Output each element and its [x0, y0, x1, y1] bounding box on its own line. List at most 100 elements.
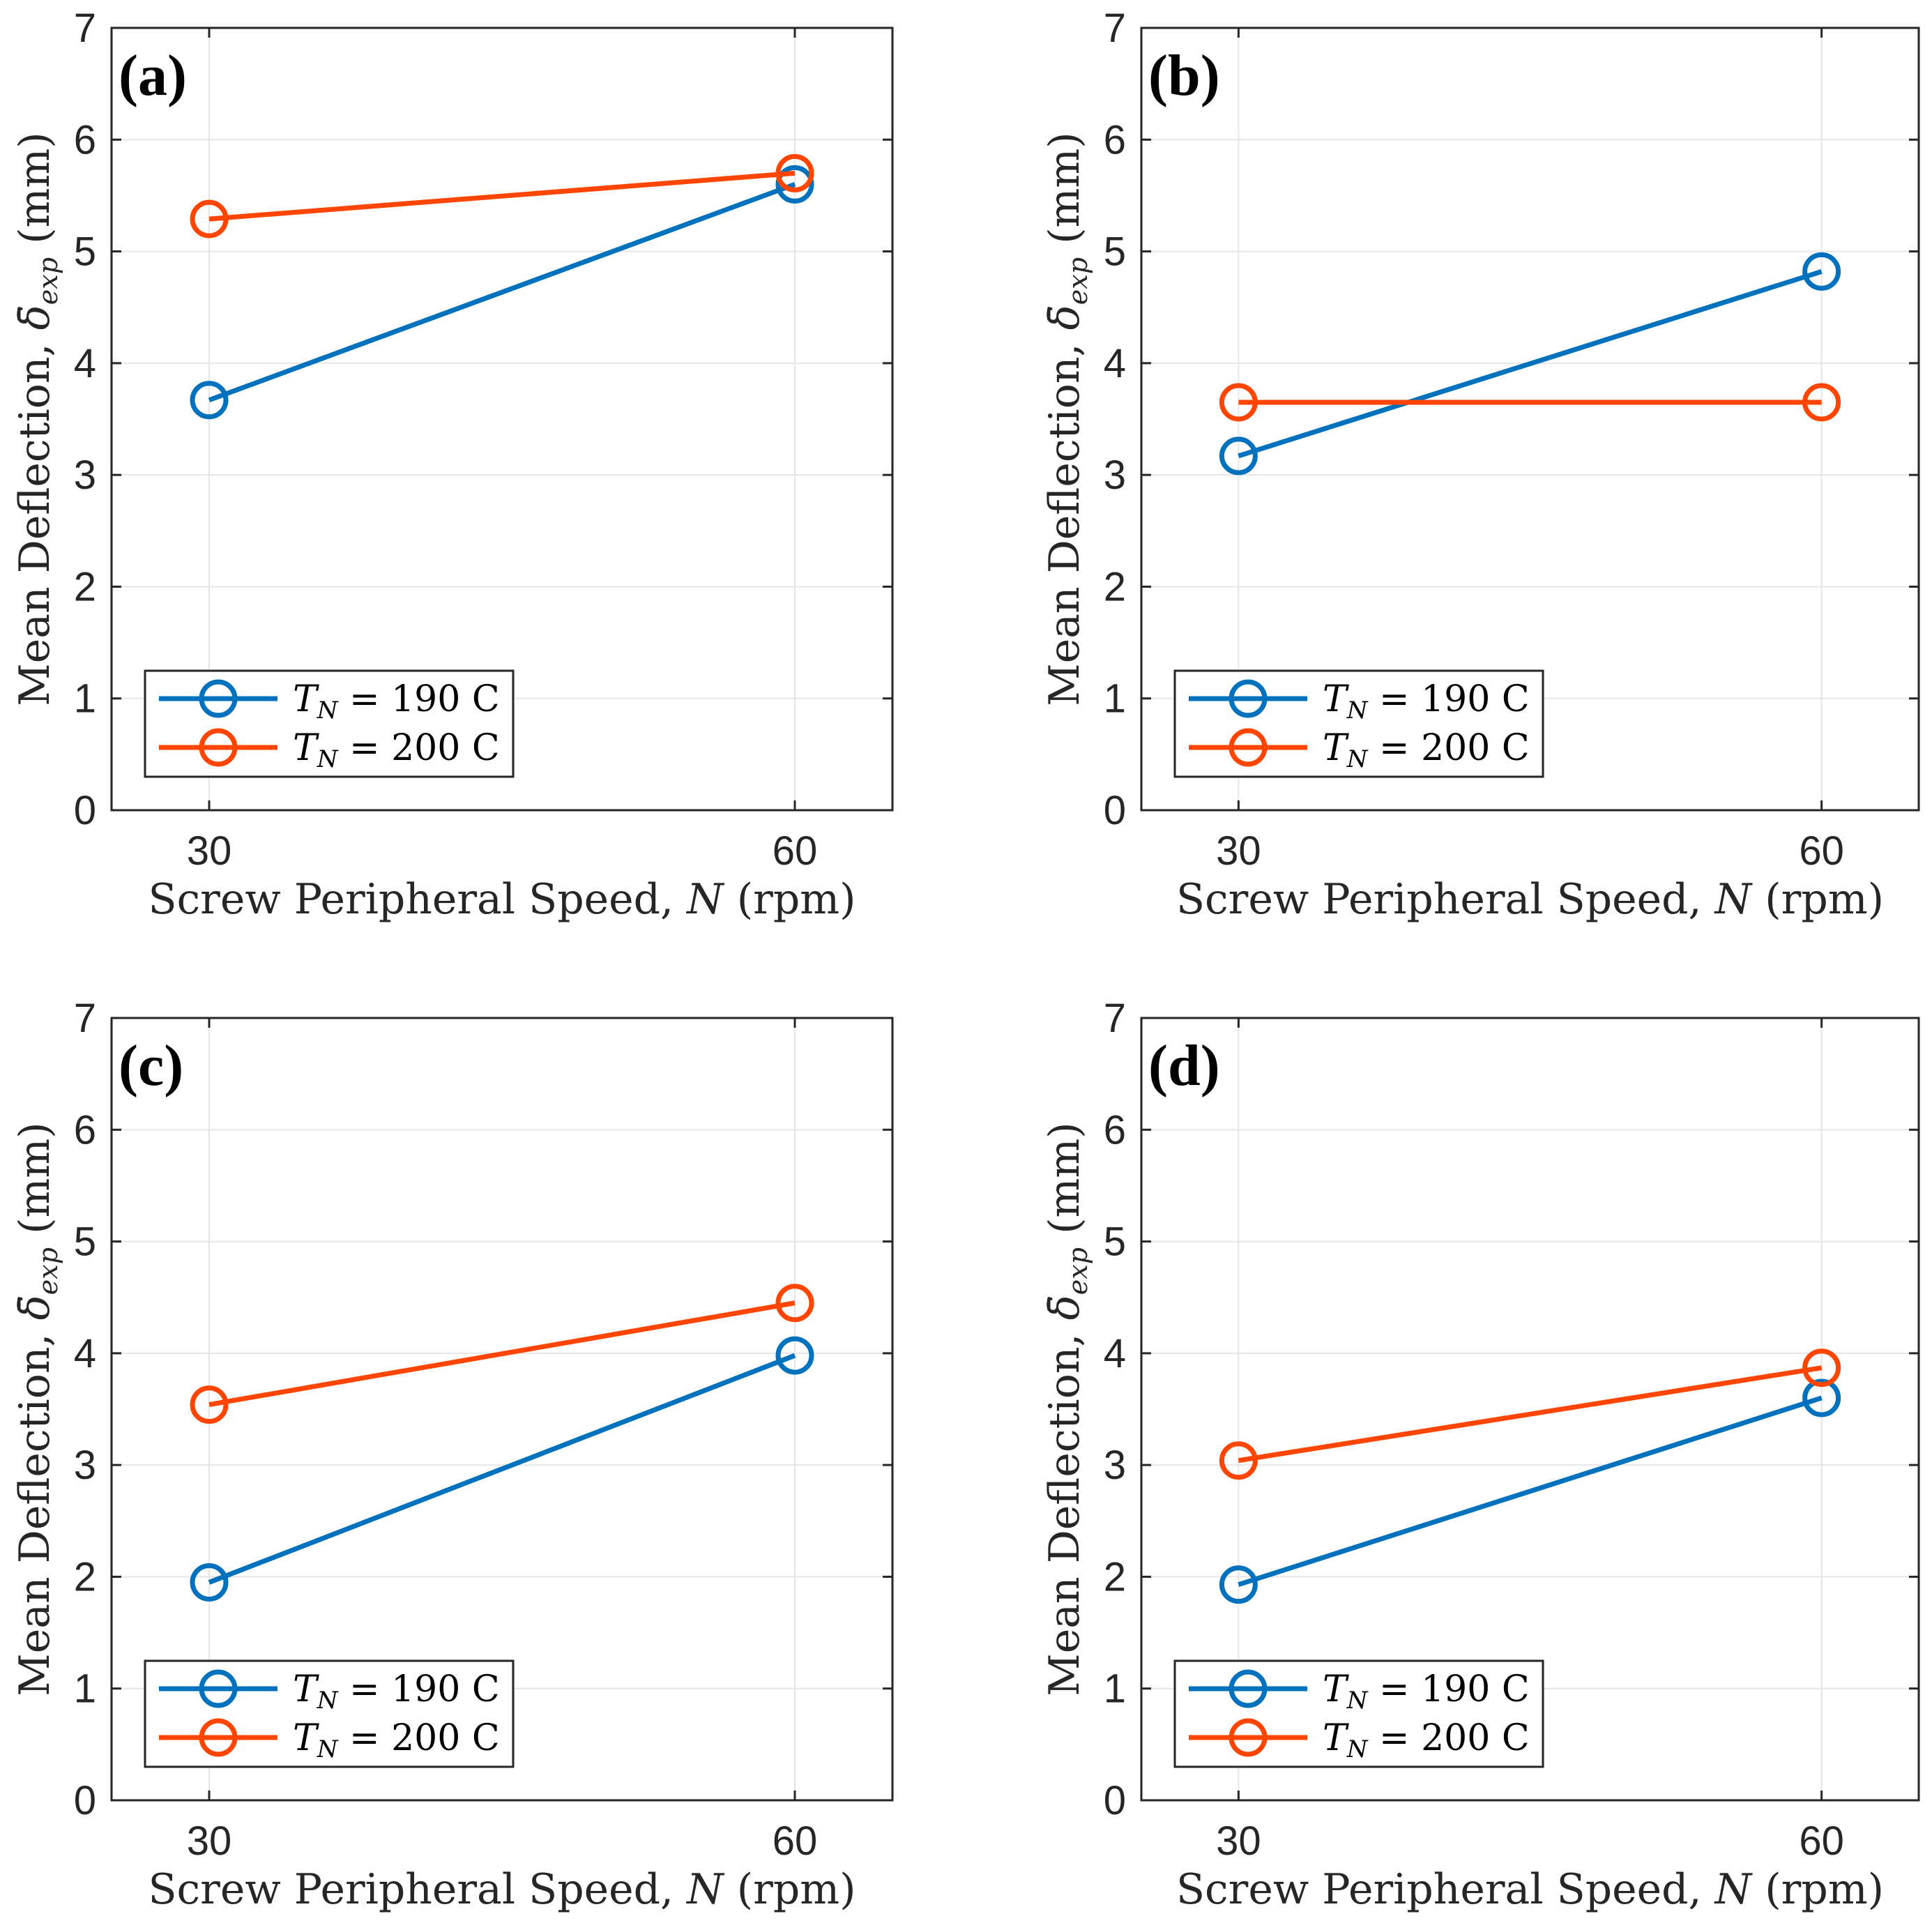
x-tick-label: 60	[1799, 1818, 1844, 1864]
legend-label: TN = 200 C	[293, 1717, 500, 1763]
series-line-190c	[1238, 269, 1823, 459]
data-point-200c	[1802, 383, 1841, 422]
y-tick-label: 0	[1104, 788, 1126, 833]
series-line-190c	[208, 182, 796, 403]
y-tick-label: 1	[74, 1666, 96, 1712]
legend-label: TN = 190 C	[1323, 678, 1530, 724]
y-tick-label: 4	[74, 341, 96, 386]
axes-box	[110, 26, 894, 812]
data-point-190c	[190, 381, 229, 420]
y-tick-label: 4	[1104, 1331, 1126, 1376]
legend-label: TN = 190 C	[1323, 1669, 1530, 1715]
y-tick-label: 7	[74, 6, 96, 51]
y-tick-label: 7	[1104, 6, 1126, 51]
y-axis-label: Mean Deflection, δ̄exp (mm)	[10, 132, 63, 706]
x-axis-label: Screw Peripheral Speed, N (rpm)	[1176, 1865, 1884, 1914]
y-tick-label: 6	[1104, 1107, 1126, 1153]
legend-label: TN = 200 C	[1323, 1717, 1530, 1763]
panel-label: (c)	[119, 1033, 183, 1098]
y-tick-label: 2	[1104, 1554, 1126, 1599]
x-tick-label: 60	[773, 1818, 818, 1864]
y-tick-label: 1	[1104, 676, 1126, 722]
panel-label: (b)	[1148, 43, 1220, 108]
y-tick-label: 6	[74, 117, 96, 162]
y-tick-label: 6	[74, 1107, 96, 1153]
data-point-200c	[190, 1385, 229, 1424]
series-line-190c	[1238, 1395, 1823, 1587]
y-tick-label: 4	[74, 1331, 96, 1376]
legend-marker	[199, 679, 238, 718]
y-tick-label: 7	[1104, 996, 1126, 1041]
y-tick-label: 6	[1104, 117, 1126, 162]
x-tick-label: 60	[773, 828, 818, 874]
data-point-190c	[1219, 1565, 1258, 1604]
legend: TN = 190 CTN = 200 C	[1173, 669, 1544, 778]
y-tick-label: 2	[1104, 564, 1126, 609]
y-tick-label: 0	[1104, 1778, 1126, 1823]
x-tick-label: 60	[1799, 828, 1844, 874]
data-point-190c	[775, 165, 814, 204]
legend-marker	[199, 728, 238, 767]
y-tick-label: 3	[1104, 453, 1126, 498]
series-line-200c	[208, 1300, 796, 1408]
y-tick-label: 3	[74, 1443, 96, 1488]
panel-label: (d)	[1148, 1033, 1220, 1098]
legend-marker	[1229, 1718, 1268, 1757]
axes-box	[110, 1017, 894, 1802]
legend-label: TN = 190 C	[293, 678, 500, 724]
y-tick-label: 5	[74, 1219, 96, 1265]
data-point-200c	[1219, 1441, 1258, 1480]
y-tick-label: 4	[1104, 341, 1126, 386]
legend-marker	[1229, 1669, 1268, 1708]
legend: TN = 190 CTN = 200 C	[1173, 1659, 1544, 1768]
series-line-190c	[208, 1353, 796, 1585]
x-axis-label: Screw Peripheral Speed, N (rpm)	[148, 875, 855, 924]
data-point-200c	[1802, 1348, 1841, 1388]
x-tick-label: 30	[1216, 828, 1261, 874]
y-tick-label: 7	[74, 996, 96, 1041]
legend-marker	[1229, 679, 1268, 718]
series-line-200c	[1238, 1365, 1823, 1464]
y-tick-label: 2	[74, 1554, 96, 1599]
x-tick-label: 30	[1216, 1818, 1261, 1864]
legend-label: TN = 190 C	[293, 1669, 500, 1715]
y-tick-label: 1	[74, 676, 96, 722]
y-tick-label: 3	[74, 453, 96, 498]
legend-marker	[199, 1669, 238, 1708]
x-axis-label: Screw Peripheral Speed, N (rpm)	[148, 1865, 855, 1914]
axes-box	[1140, 26, 1920, 812]
y-tick-label: 1	[1104, 1666, 1126, 1712]
legend: TN = 190 CTN = 200 C	[144, 1659, 515, 1768]
legend-label: TN = 200 C	[293, 727, 500, 773]
data-point-200c	[1219, 383, 1258, 422]
data-point-190c	[775, 1336, 814, 1375]
y-axis-label: Mean Deflection, δ̄exp (mm)	[10, 1122, 63, 1696]
legend-marker	[199, 1718, 238, 1757]
y-tick-label: 5	[1104, 1219, 1126, 1265]
x-tick-label: 30	[187, 1818, 232, 1864]
y-tick-label: 0	[74, 788, 96, 833]
x-axis-label: Screw Peripheral Speed, N (rpm)	[1176, 875, 1884, 924]
data-point-190c	[1219, 436, 1258, 476]
legend-marker	[1229, 728, 1268, 767]
panel-label: (a)	[119, 43, 187, 108]
axes-box	[1140, 1017, 1920, 1802]
x-tick-label: 30	[187, 828, 232, 874]
data-point-190c	[190, 1563, 229, 1602]
data-point-200c	[190, 199, 229, 238]
y-tick-label: 5	[74, 229, 96, 275]
data-point-200c	[775, 1284, 814, 1323]
y-tick-label: 0	[74, 1778, 96, 1823]
y-tick-label: 2	[74, 564, 96, 609]
series-line-200c	[208, 170, 796, 222]
y-tick-label: 3	[1104, 1443, 1126, 1488]
legend-label: TN = 200 C	[1323, 727, 1530, 773]
y-tick-label: 5	[1104, 229, 1126, 275]
legend: TN = 190 CTN = 200 C	[144, 669, 515, 778]
data-point-190c	[1802, 252, 1841, 291]
